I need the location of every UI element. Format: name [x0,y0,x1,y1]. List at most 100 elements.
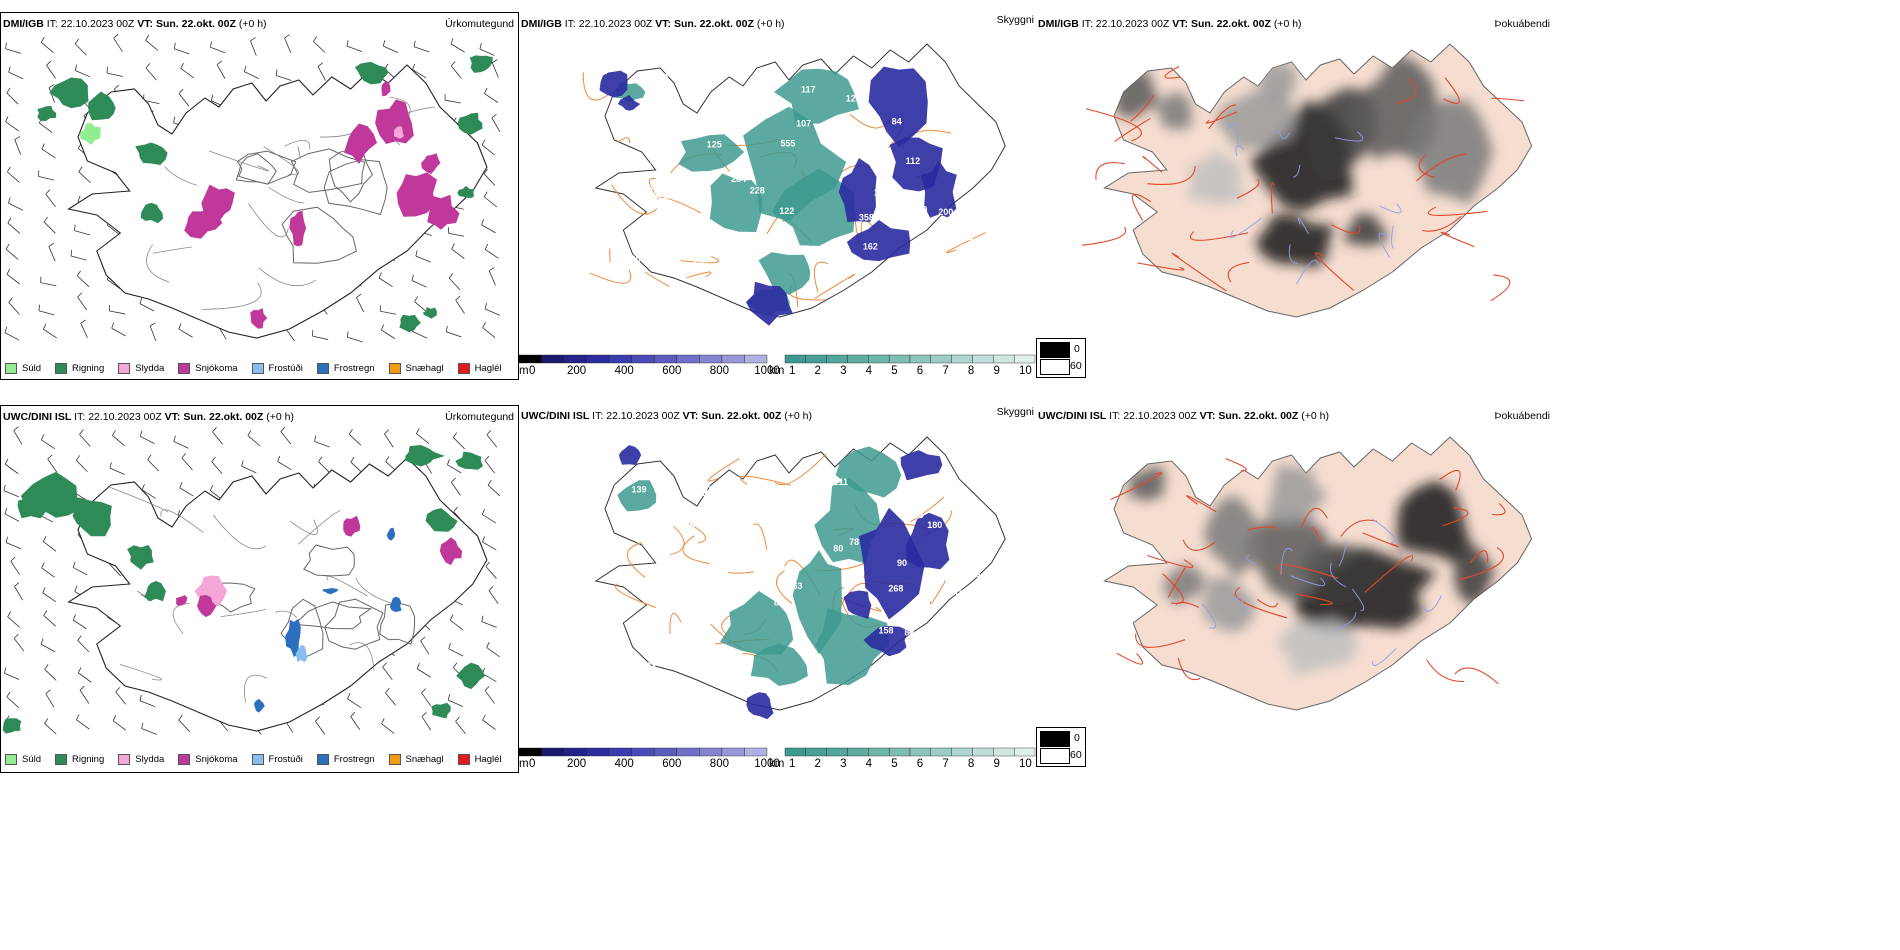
wind-barb [178,323,193,338]
wind-barb [173,42,190,55]
visibility-value-label: 211 [833,477,848,487]
height-colorbar-segment [721,354,745,364]
snow-area [381,81,391,97]
wind-barb [109,305,126,315]
wind-barb [277,455,292,471]
precip-legend: Súld Rigning Slydda Snjókoma Frostúði Frostre… [5,361,516,375]
visibility-value-label: 63 [793,581,803,591]
height-colorbar-segment [563,354,587,364]
rain-area [405,445,445,467]
road-line [707,458,740,482]
wind-barb [315,716,326,735]
wind-barb [10,556,20,575]
road-line [1270,181,1275,214]
river-line [1372,648,1397,666]
map-canvas[interactable] [1,13,519,380]
wind-barb [41,562,55,578]
wind-barb [482,536,497,551]
visibility-value-label: 136 [649,181,664,191]
wind-barb [74,64,91,78]
fog-label-high: 60 [1070,360,1082,372]
map-canvas[interactable]: 5014026817015810390805292139174408698107… [519,405,1036,741]
legend-label: Súld [22,753,42,765]
wind-barb [479,43,495,56]
visibility-value-label: 140 [874,187,889,197]
visibility-tick-label: 10 [1019,365,1032,377]
wind-barb [455,716,466,735]
very-low-visibility-area [599,70,628,98]
map-canvas[interactable]: 52 69 117 64 107 120 139 198 173 153 133 555 125 126 9… [519,12,1036,348]
wind-barb [447,694,464,707]
visibility-value-label: 107 [973,613,988,623]
panel-precip-top: DMI/IGB IT: 22.10.2023 00Z VT: Sun. 22.o… [0,12,519,380]
visibility-colorbar-segment [868,747,890,757]
legend-item: Frostregn [316,753,375,765]
map-canvas[interactable] [1,406,519,773]
wind-barb [247,430,261,447]
wind-barb [4,458,19,474]
wind-barb [379,305,397,315]
wind-barb [346,40,363,53]
wind-barb [41,434,56,450]
visibility-value-label: 116 [637,162,652,172]
road-line [680,255,720,264]
wind-barb [209,41,226,54]
road-line [1189,231,1249,241]
wind-barb [446,459,462,474]
road-line [1142,155,1163,173]
height-colorbar-segment [541,354,565,364]
wind-barb [40,36,54,53]
wind-barb [216,60,226,79]
visibility-colorbar-segment [972,354,994,364]
fog-patch [1157,92,1193,130]
river-line [1290,575,1326,587]
map-canvas[interactable] [1036,12,1550,348]
visibility-tick-label: 5 [891,758,897,770]
visibility-value-label: 82 [904,628,914,638]
height-colorbar-segment [631,354,655,364]
fog-patch [1344,213,1388,247]
low-visibility-area [815,608,890,686]
legend-item: Snjókoma [178,753,238,765]
visibility-colorbar-segment [909,354,932,364]
road-line [1110,472,1163,500]
visibility-value-label: 40 [659,564,669,574]
wind-barb [243,65,259,79]
snow-area [184,209,223,239]
height-tick-label: 400 [615,758,634,770]
fog-patch [1244,514,1330,600]
visibility-value-label: 148 [965,569,980,579]
visibility-tick-label: 4 [866,365,873,377]
wind-barb [145,34,159,51]
wind-barb [484,243,499,259]
road-line [349,642,375,671]
visibility-colorbar-segment [847,747,869,757]
snow-area [375,99,414,144]
visibility-tick-label: 7 [942,365,948,377]
river-line [1334,612,1357,631]
fog-label-low: 0 [1074,732,1080,744]
visibility-value-label: 140 [652,655,667,665]
wind-barb [414,296,428,313]
wind-barb [275,69,292,81]
road-line [739,475,792,486]
legend-swatch [178,753,191,765]
river-line [1293,164,1301,178]
legend-item: Snjókoma [178,362,238,374]
wind-barb [484,455,495,474]
visibility-value-label: 64 [654,138,664,148]
wind-barb [5,536,22,550]
wind-barb [141,722,157,735]
wind-barb [284,34,292,53]
wind-barb [78,166,91,184]
low-visibility-area [709,173,763,232]
road-line [1137,262,1185,271]
road-line [1277,564,1339,579]
visibility-value-label: 50 [701,468,711,478]
very-low-visibility-area [921,160,957,218]
wind-barb [42,536,57,552]
road-line [1396,77,1417,104]
height-tick-label: 200 [567,758,586,770]
map-canvas[interactable] [1036,405,1550,741]
